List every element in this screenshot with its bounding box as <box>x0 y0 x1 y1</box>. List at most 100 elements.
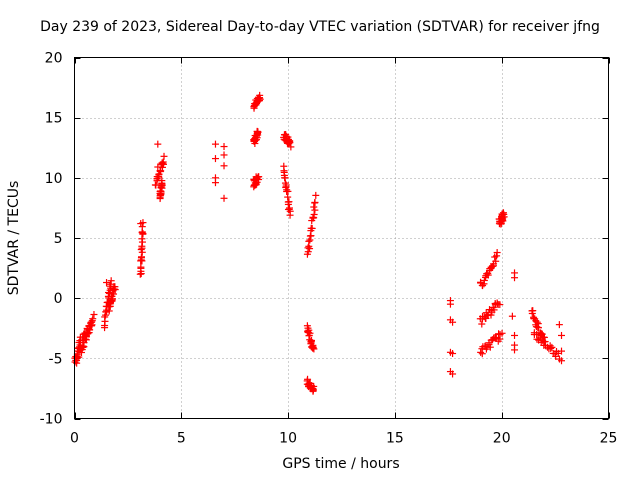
data-point <box>306 336 314 344</box>
data-point <box>480 276 488 284</box>
data-point <box>555 321 563 329</box>
data-point <box>138 229 146 237</box>
data-point <box>220 143 228 151</box>
data-point <box>308 224 316 232</box>
data-point <box>477 348 485 356</box>
data-point <box>311 206 319 214</box>
y-tick-label: 15 <box>45 111 63 127</box>
data-point <box>211 140 219 148</box>
y-tick-label: 20 <box>45 51 63 67</box>
data-point <box>137 253 145 261</box>
data-point <box>103 279 111 287</box>
data-point <box>285 138 293 146</box>
data-point <box>478 281 486 289</box>
data-point <box>256 95 264 103</box>
data-point <box>533 335 541 343</box>
data-point <box>500 213 508 221</box>
data-point <box>285 205 293 213</box>
data-points <box>71 91 566 395</box>
axis-ticks <box>74 57 610 420</box>
data-point <box>478 320 486 328</box>
y-tick-label: 10 <box>45 171 63 187</box>
y-tick-label: 0 <box>54 291 63 307</box>
data-point <box>256 94 264 102</box>
data-point <box>139 229 147 237</box>
data-point <box>255 173 263 181</box>
grid-lines <box>74 57 609 419</box>
data-point <box>154 140 162 148</box>
data-point <box>157 183 165 191</box>
data-point <box>107 277 115 285</box>
data-point <box>287 143 295 151</box>
data-point <box>101 313 109 321</box>
data-point <box>449 370 457 378</box>
data-point <box>478 350 486 358</box>
data-point <box>528 309 536 317</box>
data-point <box>152 181 160 189</box>
data-point <box>79 336 87 344</box>
data-point <box>511 346 519 354</box>
data-point <box>308 336 316 344</box>
data-point <box>310 382 318 390</box>
data-point <box>311 198 319 206</box>
data-point <box>548 343 556 351</box>
y-tick-label: -10 <box>40 412 63 428</box>
data-point <box>558 331 566 339</box>
y-axis-label: SDTVAR / TECUs <box>6 180 22 296</box>
data-point <box>310 203 318 211</box>
data-point <box>304 244 312 252</box>
data-point <box>138 223 146 231</box>
chart-title: Day 239 of 2023, Sidereal Day-to-day VTE… <box>40 19 600 35</box>
data-point <box>547 344 555 352</box>
data-point <box>138 235 146 243</box>
data-point <box>499 209 507 217</box>
data-point <box>105 307 113 315</box>
data-point <box>498 329 506 337</box>
data-point <box>159 158 167 166</box>
x-tick-label: 5 <box>177 431 186 447</box>
data-point <box>87 322 95 330</box>
data-point <box>137 220 145 228</box>
data-point <box>480 313 488 321</box>
data-point <box>449 350 457 358</box>
data-point <box>156 168 164 176</box>
tick-labels: 0 5 10 15 20 25 -10 -5 0 5 10 15 20 <box>40 51 618 447</box>
x-tick-label: 0 <box>70 431 79 447</box>
data-point <box>310 210 318 218</box>
data-point <box>486 343 494 351</box>
data-point <box>511 274 519 282</box>
x-tick-label: 10 <box>279 431 297 447</box>
data-point <box>211 155 219 163</box>
data-point <box>558 347 566 355</box>
data-point <box>79 343 87 351</box>
data-point <box>508 312 516 320</box>
x-tick-label: 15 <box>386 431 404 447</box>
data-point <box>160 152 168 160</box>
data-point <box>253 174 261 182</box>
data-point <box>306 236 314 244</box>
data-point <box>254 128 262 136</box>
data-point <box>511 331 519 339</box>
data-point <box>492 257 500 265</box>
x-axis-label: GPS time / hours <box>282 456 400 472</box>
data-point <box>137 264 145 272</box>
data-point <box>305 237 313 245</box>
data-point <box>89 315 97 323</box>
data-point <box>449 318 457 326</box>
x-tick-label: 25 <box>600 431 618 447</box>
data-point <box>220 151 228 159</box>
data-point <box>306 329 314 337</box>
data-point <box>220 194 228 202</box>
data-point <box>211 179 219 187</box>
data-point <box>111 283 119 291</box>
data-point <box>446 300 454 308</box>
data-point <box>484 271 492 279</box>
x-tick-label: 20 <box>493 431 511 447</box>
data-point <box>154 163 162 171</box>
data-point <box>220 162 228 170</box>
data-point <box>558 357 566 365</box>
y-tick-label: -5 <box>49 351 63 367</box>
data-point <box>312 191 320 199</box>
data-point <box>90 311 98 319</box>
